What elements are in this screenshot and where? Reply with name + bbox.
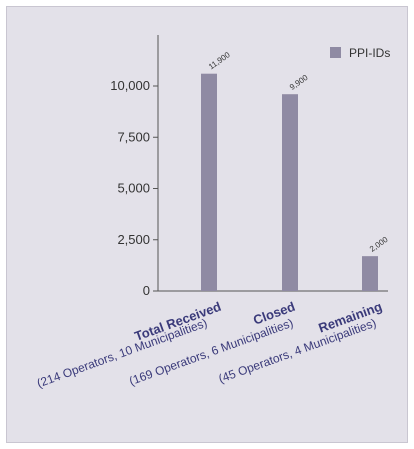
- data-label: 9,900: [288, 73, 310, 92]
- legend-swatch: [330, 47, 341, 58]
- y-tick-label: 0: [143, 283, 150, 298]
- chart-axes: 0 2,500 5,000 7,500 10,000: [110, 35, 388, 298]
- chart-bars: [201, 73, 378, 291]
- bar: [201, 73, 217, 291]
- bar: [362, 256, 378, 291]
- chart-legend: PPI-IDs: [330, 46, 390, 60]
- data-label: 2,000: [368, 235, 390, 254]
- data-label: 11,900: [207, 50, 232, 71]
- bar: [282, 94, 298, 291]
- legend-label: PPI-IDs: [349, 46, 390, 60]
- y-tick-label: 2,500: [117, 232, 150, 247]
- category-sublabel: (45 Operators, 4 Municipalities): [217, 316, 378, 386]
- category-sublabel: (214 Operators, 10 Municipalities): [35, 316, 209, 391]
- y-tick-label: 10,000: [110, 78, 150, 93]
- y-tick-label: 7,500: [117, 129, 150, 144]
- y-tick-label: 5,000: [117, 181, 150, 196]
